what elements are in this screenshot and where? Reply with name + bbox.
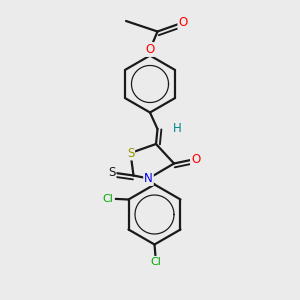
Text: N: N: [144, 172, 153, 185]
Text: S: S: [108, 166, 116, 179]
Text: S: S: [127, 146, 134, 160]
Text: O: O: [146, 43, 154, 56]
Text: Cl: Cl: [150, 257, 161, 267]
Text: O: O: [191, 152, 200, 166]
Text: Cl: Cl: [103, 194, 114, 204]
Text: H: H: [172, 122, 182, 135]
Text: O: O: [178, 16, 188, 29]
